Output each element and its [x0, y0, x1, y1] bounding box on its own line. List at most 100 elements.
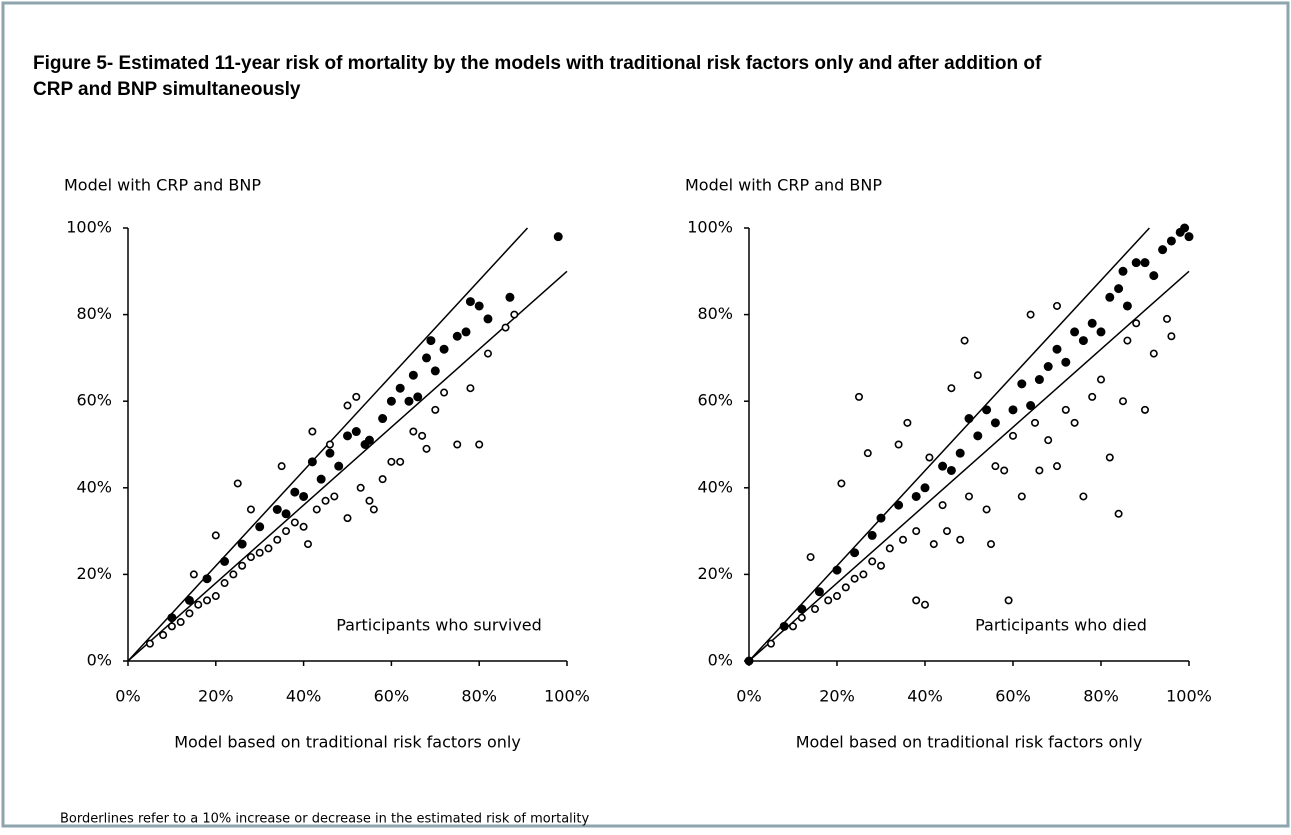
x-tick-label: 40%	[286, 687, 322, 706]
point-open	[1053, 301, 1062, 310]
point-open	[365, 496, 374, 505]
point-filled	[422, 353, 432, 363]
point-open	[1132, 319, 1141, 328]
point-filled	[426, 336, 436, 346]
point-open	[824, 596, 833, 605]
point-filled	[1158, 245, 1168, 255]
point-filled	[408, 370, 418, 380]
x-tick-label: 0%	[736, 687, 761, 706]
point-filled	[202, 574, 212, 584]
point-open	[1119, 397, 1128, 406]
point-filled	[413, 392, 423, 402]
point-open	[964, 492, 973, 501]
point-filled	[1114, 284, 1124, 294]
point-filled	[452, 331, 462, 341]
title-line-1: Figure 5- Estimated 11-year risk of mort…	[33, 53, 1042, 74]
point-filled	[964, 414, 974, 424]
point-filled	[1043, 362, 1053, 372]
point-open	[876, 561, 885, 570]
point-open	[1053, 462, 1062, 471]
point-filled	[553, 232, 563, 242]
point-open	[1070, 418, 1079, 427]
point-open	[229, 570, 238, 579]
point-filled	[1140, 258, 1150, 268]
point-open	[466, 384, 475, 393]
point-open	[788, 622, 797, 631]
point-open	[1004, 596, 1013, 605]
point-open	[854, 392, 863, 401]
point-filled	[946, 465, 956, 475]
point-filled	[911, 491, 921, 501]
point-open	[986, 540, 995, 549]
point-filled	[973, 431, 983, 441]
point-open	[343, 514, 352, 523]
point-open	[510, 310, 519, 319]
point-filled	[1118, 266, 1128, 276]
x-tick-label: 20%	[198, 687, 234, 706]
x-tick-label: 60%	[995, 687, 1031, 706]
point-open	[1141, 405, 1150, 414]
y-axis-title: Model with CRP and BNP	[685, 176, 882, 195]
point-open	[356, 483, 365, 492]
point-open	[264, 544, 273, 553]
point-filled	[474, 301, 484, 311]
point-open	[211, 592, 220, 601]
point-filled	[779, 621, 789, 631]
point-filled	[1078, 336, 1088, 346]
point-open	[352, 392, 361, 401]
point-open	[233, 479, 242, 488]
point-filled	[299, 491, 309, 501]
point-open	[312, 505, 321, 514]
point-filled	[1052, 344, 1062, 354]
y-tick-label: 60%	[76, 391, 112, 410]
point-open	[299, 522, 308, 531]
point-open	[1167, 332, 1176, 341]
point-open	[211, 531, 220, 540]
point-filled	[430, 366, 440, 376]
point-open	[841, 583, 850, 592]
point-open	[898, 535, 907, 544]
point-filled	[378, 414, 388, 424]
point-open	[1008, 431, 1017, 440]
point-open	[453, 440, 462, 449]
point-open	[912, 527, 921, 536]
point-open	[378, 475, 387, 484]
point-open	[1017, 492, 1026, 501]
point-filled	[316, 474, 326, 484]
point-open	[396, 457, 405, 466]
point-open	[1149, 349, 1158, 358]
point-filled	[343, 431, 352, 441]
point-open	[277, 462, 286, 471]
point-open	[938, 501, 947, 510]
point-open	[766, 639, 775, 648]
point-open	[159, 631, 168, 640]
x-axis-title: Model based on traditional risk factors …	[796, 733, 1143, 752]
point-filled	[1105, 292, 1115, 302]
point-open	[238, 561, 247, 570]
point-open	[194, 600, 203, 609]
point-filled	[1034, 375, 1044, 385]
point-open	[255, 548, 264, 557]
point-filled	[220, 556, 230, 566]
point-filled	[364, 435, 374, 445]
point-open	[246, 553, 255, 562]
point-filled	[461, 327, 471, 337]
point-open	[837, 479, 846, 488]
point-open	[894, 440, 903, 449]
point-filled	[814, 587, 824, 597]
point-filled	[1180, 223, 1190, 233]
point-filled	[1008, 405, 1018, 415]
x-tick-label: 100%	[1166, 687, 1212, 706]
point-open	[325, 440, 334, 449]
point-open	[868, 557, 877, 566]
point-filled	[955, 448, 965, 458]
point-open	[321, 496, 330, 505]
point-open	[982, 505, 991, 514]
y-tick-label: 100%	[687, 218, 733, 237]
point-filled	[850, 548, 860, 558]
point-filled	[797, 604, 807, 614]
point-filled	[184, 595, 194, 605]
point-open	[167, 622, 176, 631]
point-open	[343, 401, 352, 410]
point-filled	[744, 656, 754, 666]
